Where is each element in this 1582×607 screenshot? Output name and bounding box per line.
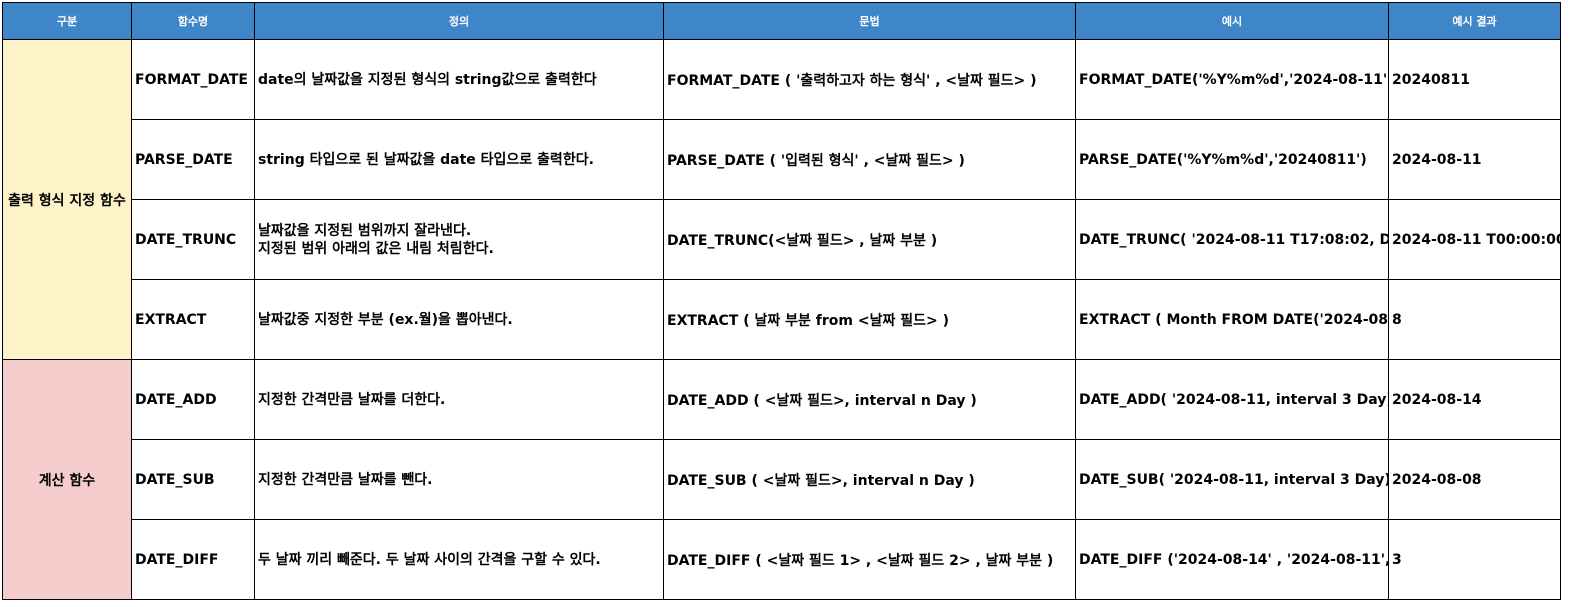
syntax-cell[interactable]: FORMAT_DATE ( '출력하고자 하는 형식' , <날짜 필드> ) [663, 39, 1076, 120]
function-name-cell[interactable]: DATE_ADD [131, 359, 255, 440]
definition-cell[interactable]: 지정한 간격만큼 날짜를 더한다. [254, 359, 664, 440]
syntax-cell[interactable]: EXTRACT ( 날짜 부분 from <날짜 필드> ) [663, 279, 1076, 360]
example-cell[interactable]: FORMAT_DATE('%Y%m%d','2024-08-11') [1075, 39, 1389, 120]
example-cell[interactable]: DATE_DIFF ('2024-08-14' , '2024-08-11', … [1075, 519, 1389, 600]
syntax-cell[interactable]: PARSE_DATE ( '입력된 형식' , <날짜 필드> ) [663, 119, 1076, 200]
header-function-name[interactable]: 함수명 [131, 2, 255, 40]
function-name-cell[interactable]: PARSE_DATE [131, 119, 255, 200]
definition-text: 지정한 간격만큼 날짜를 더한다. [258, 391, 446, 408]
example-result-cell[interactable]: 20240811 [1388, 39, 1561, 120]
syntax-cell[interactable]: DATE_TRUNC(<날짜 필드> , 날짜 부분 ) [663, 199, 1076, 280]
definition-cell[interactable]: 날짜값을 지정된 범위까지 잘라낸다. 지정된 범위 아래의 값은 내림 처림한… [254, 199, 664, 280]
example-result-cell[interactable]: 3 [1388, 519, 1561, 600]
example-cell[interactable]: DATE_SUB( '2024-08-11, interval 3 Day) [1075, 439, 1389, 520]
table-row: 출력 형식 지정 함수 FORMAT_DATE date의 날짜값을 지정된 형… [2, 39, 1561, 360]
function-name-cell[interactable]: DATE_DIFF [131, 519, 255, 600]
definition-text: date의 날짜값을 지정된 형식의 string값으로 출력한다 [258, 71, 597, 88]
table-row: PARSE_DATE string 타입으로 된 날짜값을 date 타입으로 … [3, 119, 1561, 200]
definition-cell[interactable]: 두 날짜 끼리 빼준다. 두 날짜 사이의 간격을 구할 수 있다. [254, 519, 664, 600]
example-cell[interactable]: PARSE_DATE('%Y%m%d','20240811') [1075, 119, 1389, 200]
example-result-cell[interactable]: 2024-08-11 [1388, 119, 1561, 200]
syntax-cell[interactable]: DATE_SUB ( <날짜 필드>, interval n Day ) [663, 439, 1076, 520]
function-name-cell[interactable]: DATE_SUB [131, 439, 255, 520]
category-cell-output-format[interactable]: 출력 형식 지정 함수 [2, 39, 132, 360]
header-syntax[interactable]: 문법 [663, 2, 1076, 40]
header-example[interactable]: 예시 [1075, 2, 1389, 40]
header-row: 구분 함수명 정의 문법 예시 예시 결과 [2, 2, 1561, 40]
table-row: EXTRACT 날짜값중 지정한 부분 (ex.월)을 뽑아낸다. EXTRAC… [3, 279, 1561, 360]
definition-text-line-2: 지정된 범위 아래의 값은 내림 처림한다. [258, 240, 494, 257]
table-row: 계산 함수 DATE_ADD 지정한 간격만큼 날짜를 더한다. DATE_AD… [2, 359, 1561, 600]
example-result-cell[interactable]: 2024-08-11 T00:00:00 [1388, 199, 1561, 280]
syntax-cell[interactable]: DATE_ADD ( <날짜 필드>, interval n Day ) [663, 359, 1076, 440]
definition-text: 지정한 간격만큼 날짜를 뺀다. [258, 471, 433, 488]
function-name-cell[interactable]: FORMAT_DATE [131, 39, 255, 120]
syntax-cell[interactable]: DATE_DIFF ( <날짜 필드 1> , <날짜 필드 2> , 날짜 부… [663, 519, 1076, 600]
definition-text: 두 날짜 끼리 빼준다. 두 날짜 사이의 간격을 구할 수 있다. [258, 551, 601, 568]
definition-text: string 타입으로 된 날짜값을 date 타입으로 출력한다. [258, 151, 594, 168]
function-name-cell[interactable]: EXTRACT [131, 279, 255, 360]
header-definition[interactable]: 정의 [254, 2, 664, 40]
example-result-cell[interactable]: 8 [1388, 279, 1561, 360]
table-row: DATE_SUB 지정한 간격만큼 날짜를 뺀다. DATE_SUB ( <날짜… [3, 439, 1561, 520]
example-result-cell[interactable]: 2024-08-08 [1388, 439, 1561, 520]
header-example-result[interactable]: 예시 결과 [1388, 2, 1561, 40]
table-row: DATE_TRUNC 날짜값을 지정된 범위까지 잘라낸다. 지정된 범위 아래… [3, 199, 1561, 280]
function-name-cell[interactable]: DATE_TRUNC [131, 199, 255, 280]
definition-cell[interactable]: date의 날짜값을 지정된 형식의 string값으로 출력한다 [254, 39, 664, 120]
example-cell[interactable]: DATE_TRUNC( '2024-08-11 T17:08:02, DAY) [1075, 199, 1389, 280]
definition-cell[interactable]: 날짜값중 지정한 부분 (ex.월)을 뽑아낸다. [254, 279, 664, 360]
table-row: DATE_DIFF 두 날짜 끼리 빼준다. 두 날짜 사이의 간격을 구할 수… [3, 519, 1561, 600]
category-cell-calculation[interactable]: 계산 함수 [2, 359, 132, 600]
example-cell[interactable]: EXTRACT ( Month FROM DATE('2024-08-11') [1075, 279, 1389, 360]
example-result-cell[interactable]: 2024-08-14 [1388, 359, 1561, 440]
date-functions-table: 구분 함수명 정의 문법 예시 예시 결과 출력 형식 지정 함수 FORMAT… [2, 2, 1561, 600]
definition-text: 날짜값중 지정한 부분 (ex.월)을 뽑아낸다. [258, 311, 513, 328]
header-category[interactable]: 구분 [2, 2, 132, 40]
definition-text-line-1: 날짜값을 지정된 범위까지 잘라낸다. [258, 222, 472, 239]
definition-cell[interactable]: string 타입으로 된 날짜값을 date 타입으로 출력한다. [254, 119, 664, 200]
definition-cell[interactable]: 지정한 간격만큼 날짜를 뺀다. [254, 439, 664, 520]
example-cell[interactable]: DATE_ADD( '2024-08-11, interval 3 Day) [1075, 359, 1389, 440]
